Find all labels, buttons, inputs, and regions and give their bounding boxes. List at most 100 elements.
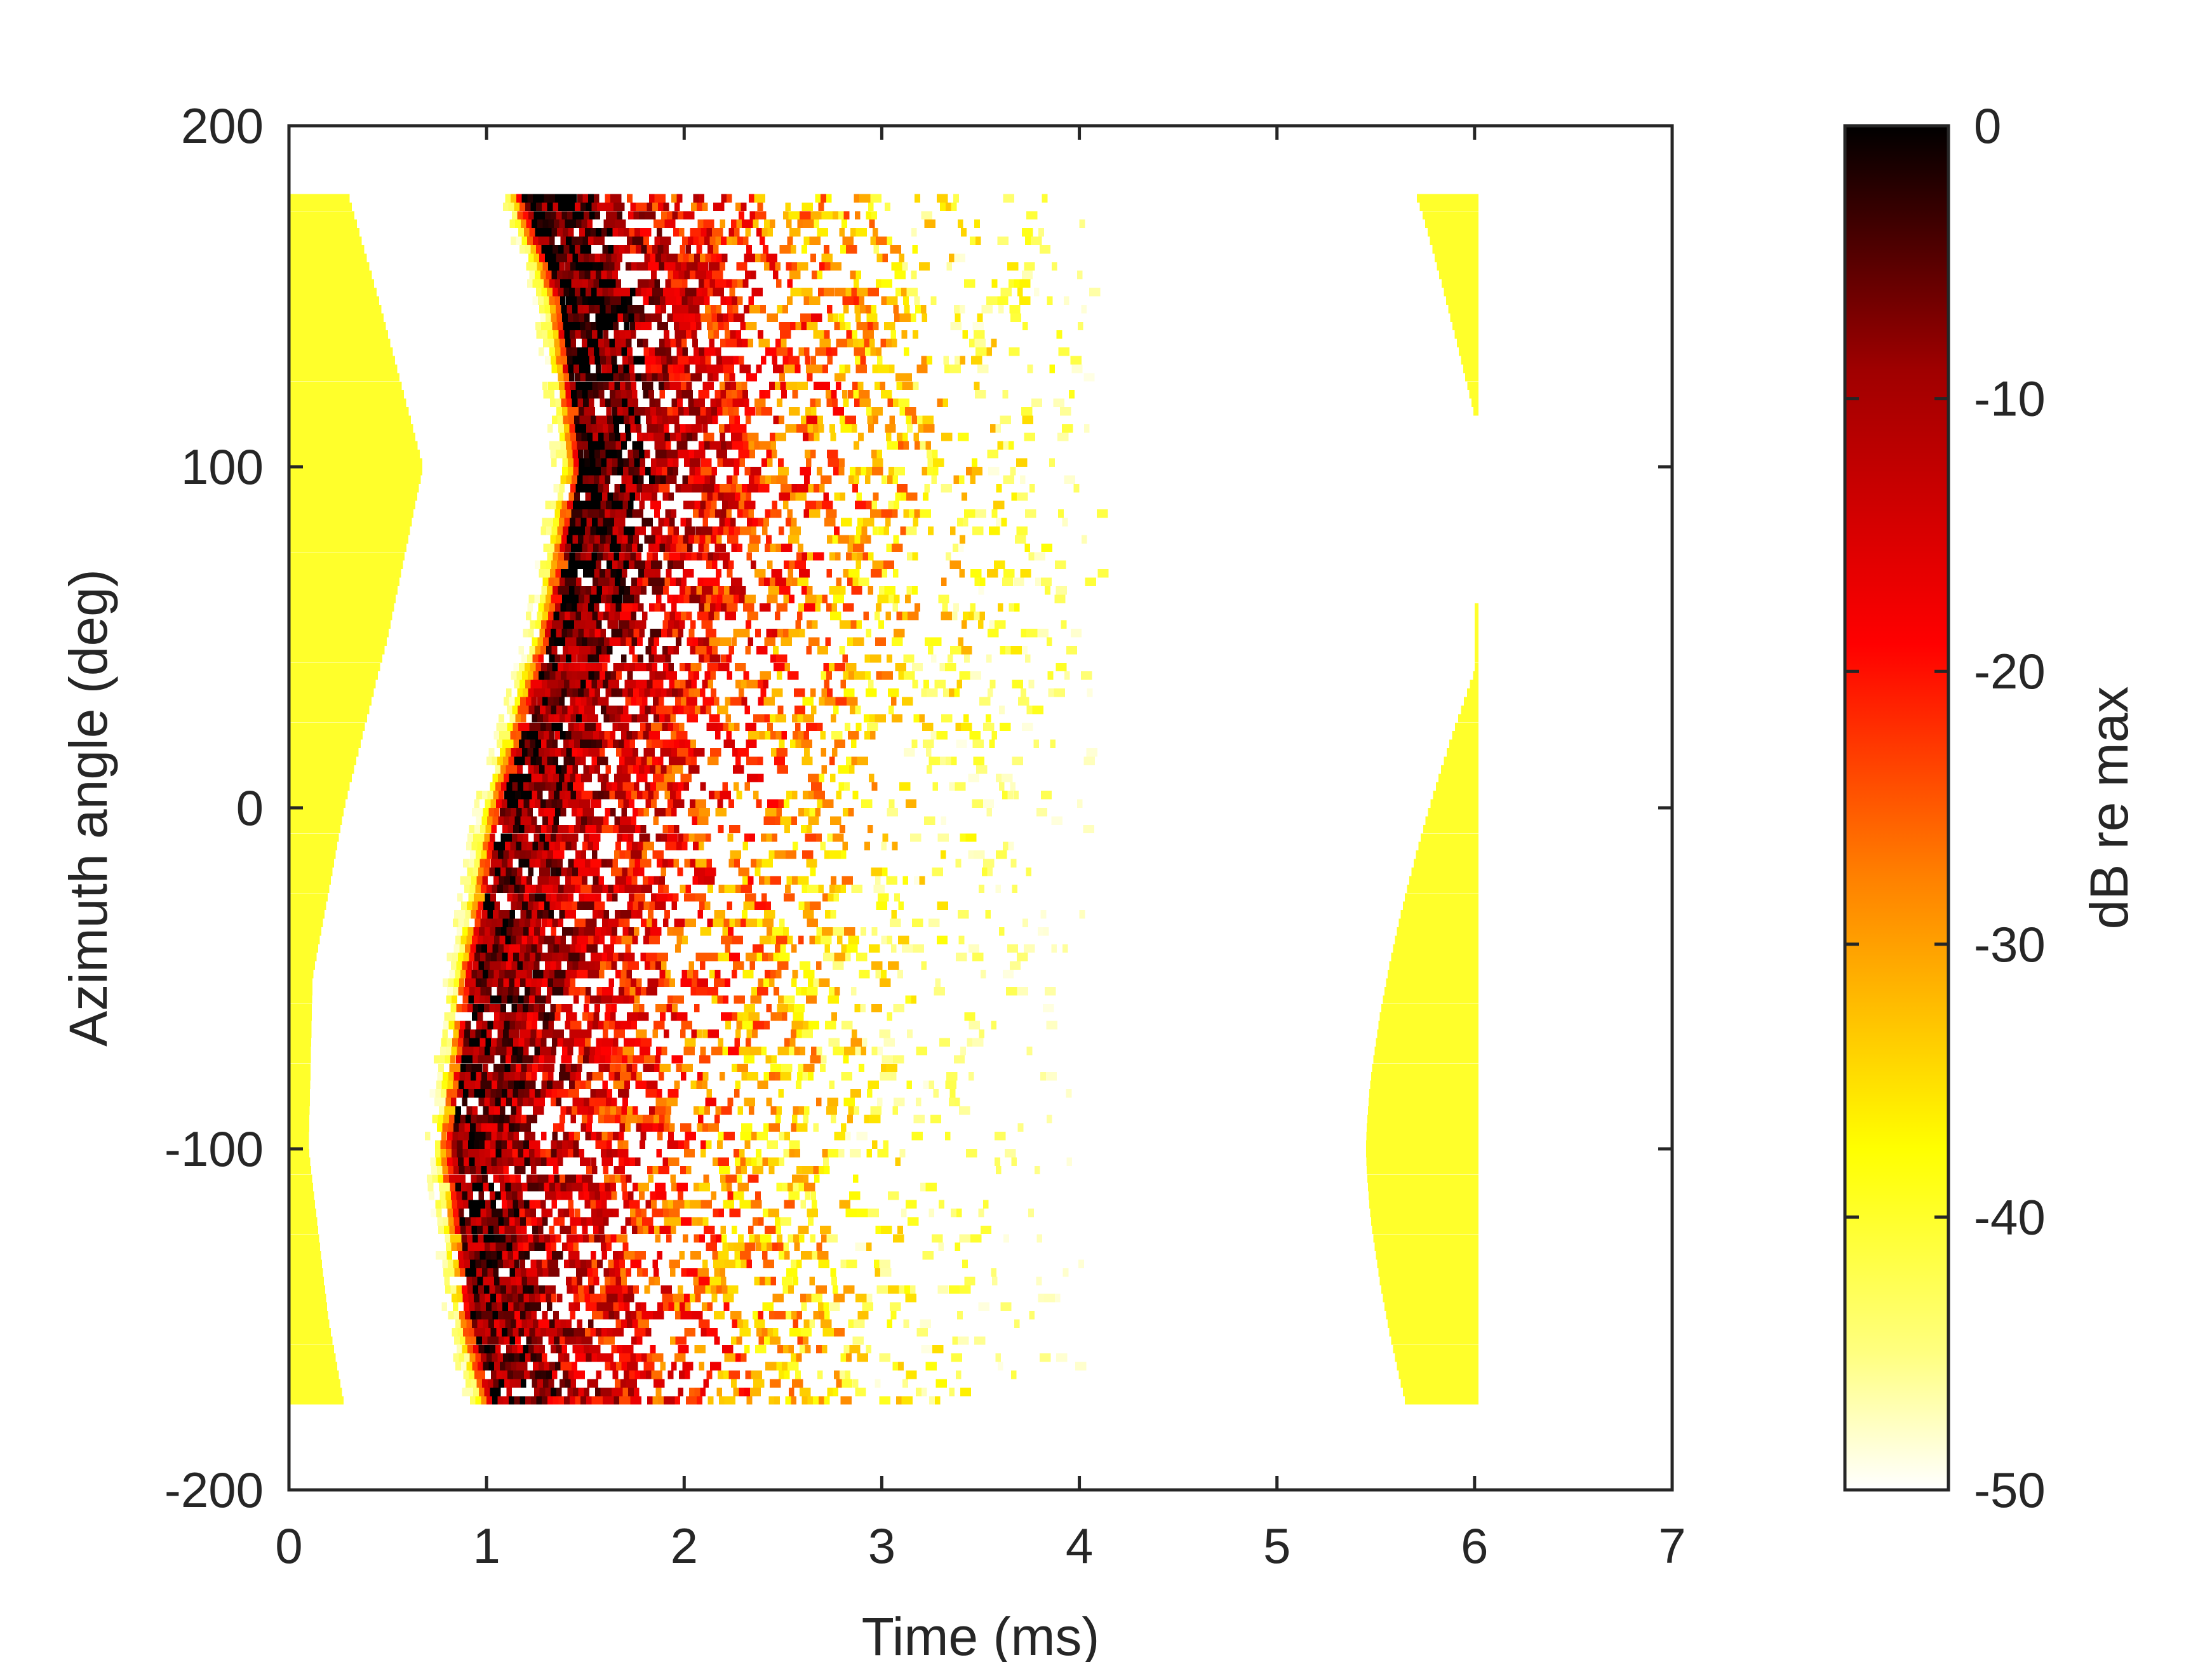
heatmap-cell-arrival: [680, 1029, 686, 1038]
heatmap-cell-arrival: [665, 654, 671, 663]
heatmap-cell-arrival: [822, 1327, 834, 1337]
heatmap-cell-arrival: [455, 970, 460, 979]
heatmap-cell-arrival: [638, 475, 644, 484]
heatmap-cell-arrival: [999, 782, 1005, 791]
heatmap-cell-arrival: [833, 1046, 845, 1056]
heatmap-cell-arrival: [610, 935, 616, 944]
heatmap-cell-arrival: [474, 1132, 486, 1141]
heatmap-cell-arrival: [718, 552, 730, 561]
heatmap-cell-arrival: [654, 1277, 660, 1285]
heatmap-cell-arrival: [513, 1132, 519, 1141]
heatmap-cell-arrival: [484, 1046, 490, 1056]
heatmap-cell-arrival: [1007, 791, 1014, 800]
heatmap-cell-arrival: [598, 697, 609, 706]
heatmap-cell-arrival: [911, 662, 923, 672]
heatmap-cell-arrival: [553, 1311, 559, 1320]
heatmap-cell-arrival: [635, 662, 647, 672]
heatmap-cell-arrival: [927, 458, 934, 467]
heatmap-cell-arrival: [589, 1046, 596, 1056]
heatmap-cell-arrival: [848, 731, 859, 740]
heatmap-cell-arrival: [467, 1234, 473, 1243]
heatmap-cell-arrival: [976, 765, 988, 774]
heatmap-cell-arrival: [801, 1165, 814, 1175]
heatmap-cell-arrival: [472, 808, 483, 817]
heatmap-cell-arrival: [753, 791, 759, 800]
heatmap-cell-arrival: [463, 1251, 469, 1260]
heatmap-cell-arrival: [508, 884, 514, 894]
heatmap-cell-arrival: [546, 645, 552, 655]
heatmap-cell-late: [1398, 1370, 1479, 1379]
heatmap-cell-arrival: [825, 1021, 836, 1029]
heatmap-cell-arrival: [740, 1132, 751, 1141]
heatmap-cell-arrival: [635, 986, 641, 996]
heatmap-cell-arrival: [523, 1242, 529, 1252]
heatmap-cell-arrival: [702, 586, 713, 595]
heatmap-cell-arrival: [748, 731, 760, 740]
heatmap-cell-arrival: [652, 586, 663, 595]
heatmap-cell-arrival: [654, 654, 666, 663]
heatmap-cell-arrival: [561, 569, 566, 578]
heatmap-cell-arrival: [815, 603, 821, 612]
heatmap-cell-arrival: [833, 893, 839, 902]
heatmap-cell-arrival: [739, 1327, 751, 1337]
heatmap-cell-arrival: [614, 774, 620, 782]
heatmap-cell-direct: [289, 808, 344, 817]
heatmap-cell-arrival: [566, 748, 572, 757]
heatmap-cell-arrival: [499, 1183, 506, 1192]
heatmap-cell-arrival: [761, 1327, 768, 1337]
heatmap-cell-arrival: [515, 1268, 521, 1277]
heatmap-cell-arrival: [613, 1080, 625, 1089]
heatmap-cell-arrival: [666, 629, 673, 638]
heatmap-cell-arrival: [706, 1242, 717, 1252]
heatmap-cell-late: [1466, 688, 1479, 697]
heatmap-cell-arrival: [788, 1234, 794, 1243]
heatmap-cell-arrival: [766, 1097, 772, 1106]
heatmap-cell-direct: [289, 978, 313, 987]
heatmap-cell-arrival: [532, 1063, 538, 1073]
heatmap-cell-arrival: [559, 1336, 565, 1345]
heatmap-cell-arrival: [905, 799, 917, 808]
heatmap-cell-arrival: [580, 756, 586, 765]
heatmap-cell-arrival: [840, 824, 845, 834]
heatmap-cell-arrival: [596, 1209, 603, 1217]
heatmap-cell-arrival: [904, 671, 915, 680]
heatmap-cell-arrival: [510, 970, 516, 979]
heatmap-cell-arrival: [634, 1370, 641, 1379]
heatmap-cell-arrival: [763, 518, 769, 526]
heatmap-cell-arrival: [623, 722, 629, 732]
heatmap-cell-arrival: [546, 893, 551, 902]
heatmap-cell-arrival: [916, 1046, 927, 1056]
heatmap-cell-arrival: [467, 1003, 473, 1013]
heatmap-cell-arrival: [807, 884, 819, 894]
heatmap-cell-arrival: [515, 1174, 521, 1183]
heatmap-cell-arrival: [816, 1097, 822, 1106]
heatmap-cell-arrival: [615, 841, 621, 851]
heatmap-cell-arrival: [572, 765, 578, 774]
heatmap-cell-arrival: [690, 1200, 701, 1209]
heatmap-cell-arrival: [949, 1387, 955, 1397]
heatmap-cell-arrival: [557, 722, 563, 732]
heatmap-cell-arrival: [727, 901, 733, 911]
heatmap-cell-direct: [289, 944, 318, 953]
heatmap-cell-arrival: [492, 774, 499, 782]
heatmap-cell-arrival: [674, 1311, 681, 1320]
heatmap-cell-arrival: [871, 500, 877, 510]
heatmap-cell-arrival: [876, 603, 881, 612]
heatmap-cell-arrival: [701, 1302, 707, 1311]
heatmap-cell-arrival: [728, 1046, 739, 1056]
heatmap-cell-arrival: [582, 901, 594, 911]
heatmap-cell-arrival: [1046, 1021, 1057, 1029]
heatmap-cell-arrival: [498, 1217, 504, 1226]
heatmap-cell-late: [1386, 1311, 1479, 1320]
heatmap-cell-arrival: [490, 1327, 497, 1337]
heatmap-cell-arrival: [687, 637, 693, 646]
heatmap-cell-arrival: [1007, 944, 1019, 953]
heatmap-cell-arrival: [928, 526, 934, 535]
heatmap-cell-arrival: [840, 492, 846, 501]
heatmap-cell-arrival: [844, 1046, 855, 1056]
heatmap-cell-arrival: [638, 1003, 645, 1013]
heatmap-cell-arrival: [535, 620, 541, 629]
heatmap-cell-arrival: [657, 756, 664, 765]
heatmap-cell-arrival: [476, 1115, 483, 1123]
heatmap-cell-arrival: [479, 1046, 485, 1056]
